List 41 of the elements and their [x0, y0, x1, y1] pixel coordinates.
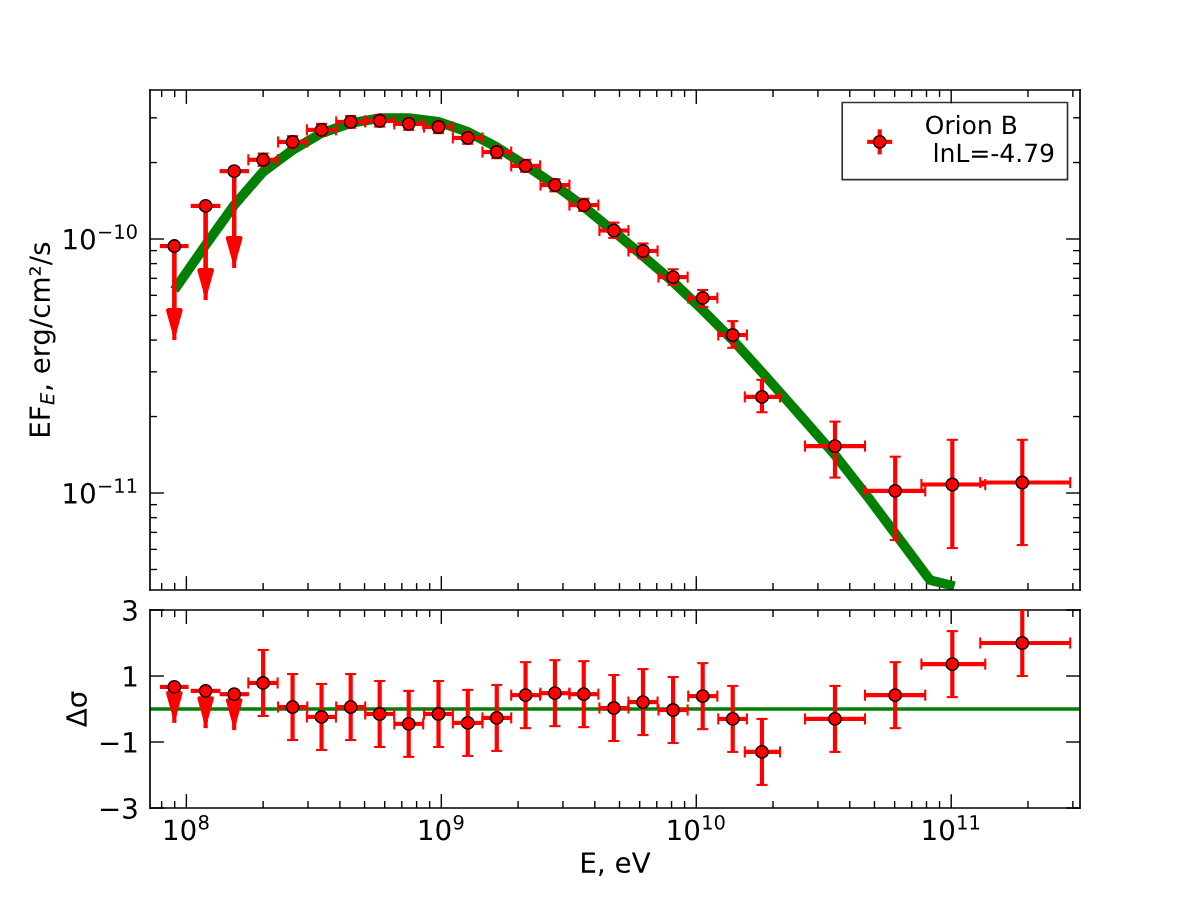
point [606, 701, 621, 715]
point [518, 688, 533, 703]
point [460, 715, 475, 730]
point [431, 707, 446, 721]
y-axis-title: Δσ [66, 691, 87, 728]
point [256, 676, 271, 690]
point [636, 695, 650, 710]
x-tick-label: 10$^{10}$ [668, 814, 725, 841]
point [695, 689, 710, 704]
point [167, 239, 182, 254]
point [314, 709, 329, 724]
point [401, 716, 416, 731]
point [167, 679, 182, 694]
x-tick-label: 10$^{9}$ [419, 814, 464, 841]
point [695, 291, 710, 305]
point [285, 700, 300, 714]
point [755, 389, 769, 404]
point [227, 687, 242, 702]
point [725, 711, 740, 726]
point [198, 683, 213, 698]
point [666, 703, 681, 717]
point [576, 687, 591, 702]
y-tick-label: 3 [123, 599, 137, 621]
legend-label: Orion B lnL=-4.79 [926, 115, 1054, 163]
x-tick-label: 10$^{8}$ [164, 814, 209, 841]
x-axis-title: E, eV [582, 852, 651, 876]
y-axis-title: EF$_{E}$, erg/cm²/s [29, 242, 56, 437]
y-tick-label: −3 [100, 797, 137, 819]
point [755, 744, 769, 759]
y-tick-label: 10$^{−10}$ [64, 224, 137, 250]
point [343, 700, 358, 714]
point [547, 686, 562, 701]
point [372, 707, 387, 721]
point [489, 710, 504, 725]
y-tick-label: −1 [100, 732, 137, 753]
point [198, 198, 213, 213]
point [725, 328, 740, 342]
point [227, 164, 242, 179]
y-tick-label: 1 [124, 666, 137, 687]
y-tick-label: 10$^{−11}$ [64, 478, 137, 504]
x-tick-label: 10$^{11}$ [923, 815, 980, 841]
